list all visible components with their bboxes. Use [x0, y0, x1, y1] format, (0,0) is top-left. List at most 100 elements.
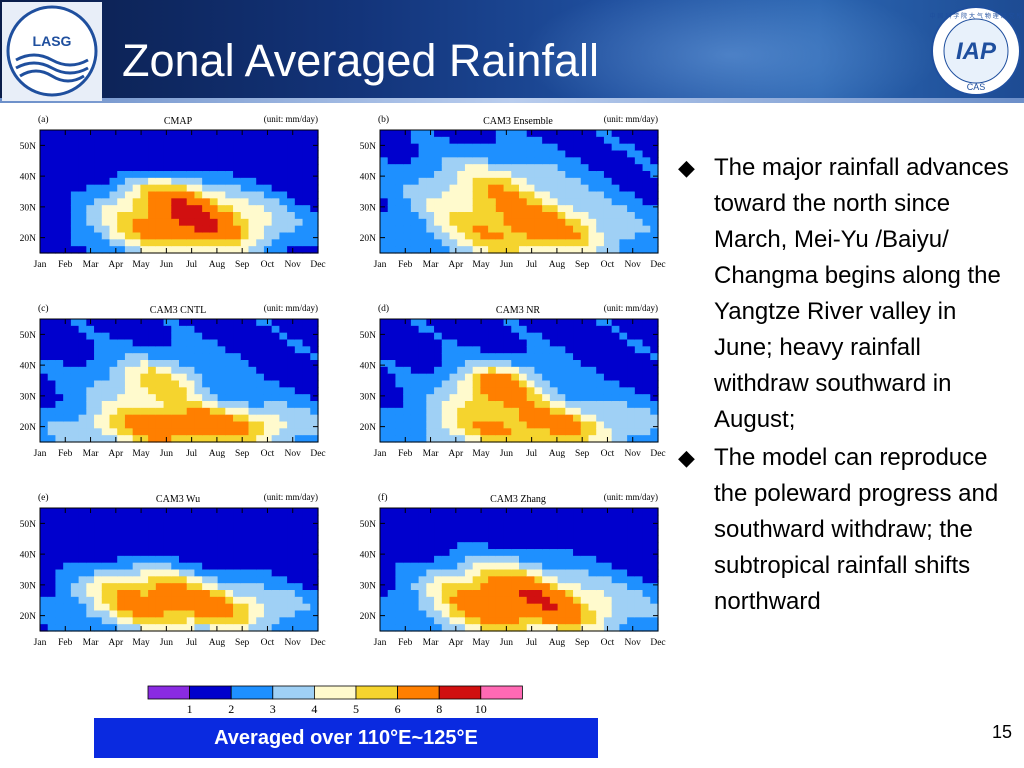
- legend-swatch: [313, 685, 357, 700]
- month-tick-label: Jul: [186, 638, 197, 648]
- month-tick-label: Jun: [160, 260, 173, 270]
- month-tick-label: Aug: [549, 638, 566, 648]
- lat-tick-label: 30N: [360, 203, 377, 213]
- iap-logo-small: CAS: [967, 82, 986, 92]
- month-tick-label: Jun: [500, 638, 513, 648]
- month-tick-label: May: [472, 449, 490, 459]
- lat-tick-label: 30N: [360, 581, 377, 591]
- page-number: 15: [992, 722, 1013, 742]
- month-tick-label: Mar: [423, 449, 440, 459]
- panel-a: (a) CMAP (unit: mm/day) Jan Feb Mar Apr May Jun J…: [0, 108, 340, 288]
- lat-tick-label: 30N: [360, 392, 377, 402]
- month-tick-label: Aug: [209, 260, 226, 270]
- legend-label: 3: [270, 702, 276, 716]
- contour-plot: (c) CAM3 CNTL (unit: mm/day) Jan Feb Mar Apr Ma…: [20, 303, 326, 459]
- panel-title: CAM3 Ensemble: [483, 116, 553, 127]
- month-tick-label: Nov: [285, 449, 302, 459]
- legend-swatch: [272, 685, 315, 700]
- month-tick-label: Feb: [58, 449, 73, 459]
- lasg-logo-text: LASG: [33, 33, 72, 49]
- month-tick-label: Dec: [310, 638, 325, 648]
- panel-b: (b) CAM3 Ensemble (unit: mm/day) Jan Feb Mar A…: [340, 108, 680, 288]
- lasg-logo: LASG: [2, 2, 102, 101]
- month-tick-label: Aug: [549, 449, 566, 459]
- header-glow: [520, 0, 940, 103]
- month-tick-label: Nov: [285, 260, 302, 270]
- panel-unit: (unit: mm/day): [264, 492, 318, 502]
- month-tick-label: May: [132, 260, 150, 270]
- caption-text: Averaged over 110°E~125°E: [214, 727, 478, 749]
- contour-fill: [380, 130, 659, 254]
- month-tick-label: Sep: [235, 638, 250, 648]
- contour-plot: (f) CAM3 Zhang (unit: mm/day) Jan Feb Mar Apr M…: [360, 492, 666, 648]
- panel-d: (d) CAM3 NR (unit: mm/day) Jan Feb Mar Apr May J…: [340, 297, 680, 477]
- contour-fill: [380, 508, 659, 632]
- month-tick-label: Feb: [58, 638, 73, 648]
- month-tick-label: Oct: [261, 260, 275, 270]
- month-tick-label: Feb: [398, 260, 413, 270]
- month-tick-label: Mar: [423, 260, 440, 270]
- month-tick-label: Nov: [285, 638, 302, 648]
- month-tick-label: May: [472, 260, 490, 270]
- contour-fill: [40, 319, 319, 443]
- lat-tick-label: 40N: [360, 551, 377, 561]
- legend-label: 2: [228, 702, 234, 716]
- month-tick-label: Jul: [526, 449, 537, 459]
- bullet-item: ◆ The model can reproduce the poleward p…: [676, 440, 1021, 620]
- month-tick-label: Jul: [526, 638, 537, 648]
- month-tick-label: Jan: [374, 260, 387, 270]
- lat-tick-label: 50N: [360, 331, 377, 341]
- month-tick-label: Jun: [500, 449, 513, 459]
- caption-box: Averaged over 110°E~125°E: [94, 718, 598, 758]
- month-tick-label: Jul: [186, 260, 197, 270]
- lat-tick-label: 50N: [20, 142, 37, 152]
- panel-letter: (b): [378, 114, 389, 125]
- lat-tick-label: 20N: [20, 423, 37, 433]
- lat-tick-label: 20N: [20, 612, 37, 622]
- panel-unit: (unit: mm/day): [604, 114, 658, 124]
- month-tick-label: Jan: [374, 638, 387, 648]
- lat-tick-label: 50N: [20, 520, 37, 530]
- month-tick-label: Apr: [108, 260, 124, 270]
- month-tick-label: Dec: [650, 638, 665, 648]
- month-tick-label: Jan: [374, 449, 387, 459]
- legend-label: 8: [436, 702, 442, 716]
- month-tick-label: Dec: [650, 260, 665, 270]
- month-tick-label: Oct: [601, 449, 615, 459]
- month-tick-label: Apr: [108, 638, 124, 648]
- month-tick-label: Dec: [310, 260, 325, 270]
- month-tick-label: Oct: [601, 638, 615, 648]
- month-tick-label: Aug: [209, 638, 226, 648]
- contour-plot: (a) CMAP (unit: mm/day) Jan Feb Mar Apr May Jun J…: [20, 114, 326, 270]
- panel-letter: (e): [38, 492, 49, 503]
- panel-title: CAM3 Zhang: [490, 494, 546, 505]
- lat-tick-label: 40N: [360, 362, 377, 372]
- month-tick-label: Dec: [310, 449, 325, 459]
- legend-label: 1: [187, 702, 193, 716]
- month-tick-label: Oct: [261, 638, 275, 648]
- month-tick-label: Feb: [58, 260, 73, 270]
- diamond-icon: ◆: [678, 155, 695, 180]
- header-band: [0, 98, 1024, 103]
- panel-letter: (f): [378, 492, 388, 503]
- month-tick-label: Sep: [235, 260, 250, 270]
- month-tick-label: May: [472, 638, 490, 648]
- panel-unit: (unit: mm/day): [264, 303, 318, 313]
- legend-label: 5: [353, 702, 359, 716]
- legend-swatch: [480, 685, 523, 700]
- panel-f: (f) CAM3 Zhang (unit: mm/day) Jan Feb Mar Apr M…: [340, 486, 680, 666]
- lat-tick-label: 40N: [20, 551, 37, 561]
- month-tick-label: Nov: [625, 260, 642, 270]
- iap-logo: 中 国 科 学 院 大 气 物 理 研 究 所 IAP CAS: [930, 2, 1022, 101]
- month-tick-label: Jan: [34, 449, 47, 459]
- month-tick-label: Mar: [83, 449, 100, 459]
- panel-letter: (d): [378, 303, 389, 314]
- month-tick-label: Sep: [575, 638, 590, 648]
- contour-plot: (b) CAM3 Ensemble (unit: mm/day) Jan Feb Mar A…: [360, 114, 666, 270]
- month-tick-label: Dec: [650, 449, 665, 459]
- month-tick-label: Sep: [235, 449, 250, 459]
- lat-tick-label: 50N: [20, 331, 37, 341]
- month-tick-label: Apr: [448, 260, 464, 270]
- month-tick-label: Sep: [575, 260, 590, 270]
- slide-header: LASG Zonal Averaged Rainfall 中 国 科 学 院 大…: [0, 0, 1024, 103]
